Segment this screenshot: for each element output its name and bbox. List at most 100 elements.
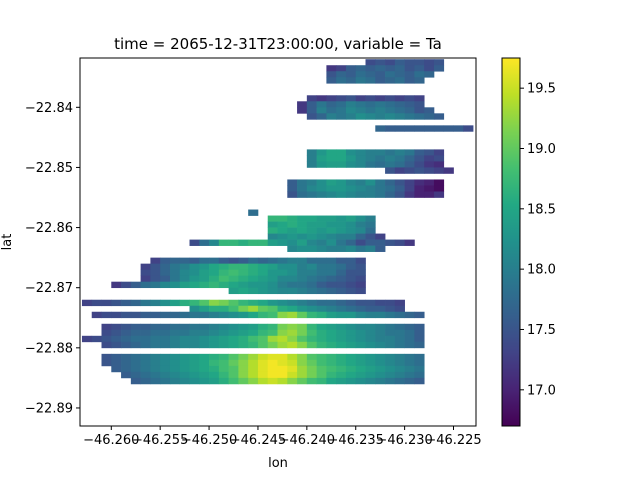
heatmap-cell [365, 377, 376, 385]
heatmap-cell [121, 335, 132, 343]
heatmap-cell [414, 311, 425, 319]
heatmap-cell [297, 359, 308, 367]
heatmap-cell [169, 299, 181, 307]
heatmap-cell [306, 281, 317, 289]
heatmap-cell [375, 233, 386, 240]
heatmap-cell [218, 359, 229, 367]
heatmap-cell [150, 269, 161, 277]
heatmap-cell [179, 335, 190, 343]
heatmap-cell [424, 179, 435, 186]
heatmap-cell [257, 323, 269, 331]
heatmap-cell [209, 371, 220, 379]
heatmap-cell [306, 215, 317, 222]
heatmap-cell [385, 341, 396, 349]
heatmap-cell [267, 275, 278, 283]
heatmap-cell [336, 101, 347, 108]
heatmap-cell [345, 239, 357, 246]
heatmap-cell [130, 365, 141, 373]
heatmap-cell [355, 113, 366, 120]
heatmap-cell [306, 101, 317, 108]
heatmap-cell [414, 101, 425, 108]
heatmap-cell [287, 377, 298, 385]
heatmap-cell [169, 281, 181, 289]
heatmap-cell [248, 209, 259, 216]
heatmap-cell [160, 371, 171, 379]
heatmap-cell [336, 305, 347, 313]
heatmap-cell [248, 263, 259, 271]
heatmap-cell [101, 341, 112, 349]
heatmap-cell [433, 125, 445, 132]
heatmap-cell [306, 329, 317, 337]
heatmap-cell [306, 239, 317, 246]
heatmap-cell [385, 311, 396, 319]
heatmap-cell [365, 101, 376, 108]
heatmap-cell [326, 179, 337, 186]
heatmap-cell [130, 281, 141, 289]
heatmap-cell [365, 113, 376, 120]
heatmap-cell [248, 239, 259, 246]
heatmap-cell [316, 191, 327, 198]
heatmap-cell [189, 275, 200, 283]
heatmap-cell [267, 305, 278, 313]
heatmap-cell [414, 65, 425, 72]
heatmap-cell [345, 101, 357, 108]
heatmap-cell [316, 263, 327, 271]
heatmap-cell [189, 353, 200, 361]
heatmap-cell [199, 281, 210, 289]
heatmap-cell [404, 335, 415, 343]
heatmap-cell [130, 377, 141, 385]
heatmap-cell [463, 125, 474, 132]
heatmap-cell [238, 365, 249, 373]
heatmap-cell [267, 257, 278, 264]
heatmap-cell [287, 371, 298, 379]
heatmap-cell [297, 329, 308, 337]
heatmap-cell [355, 299, 366, 307]
heatmap-cell [179, 281, 190, 289]
heatmap-cell [355, 77, 366, 84]
heatmap-cell [404, 239, 415, 246]
x-tick-label: −46.240 [279, 433, 335, 448]
heatmap-cell [199, 359, 210, 367]
heatmap-cell [345, 245, 357, 252]
heatmap-cell [228, 365, 239, 373]
heatmap-cell [375, 107, 386, 114]
heatmap-cell [345, 311, 357, 319]
heatmap-cell [424, 113, 435, 120]
heatmap-cell [345, 77, 357, 84]
heatmap-cell [297, 227, 308, 234]
heatmap-cell [238, 371, 249, 379]
heatmap-cell [375, 377, 386, 385]
heatmap-cell [355, 287, 366, 295]
heatmap-cell [287, 365, 298, 373]
heatmap-cell [316, 149, 327, 156]
heatmap-cell [404, 353, 415, 361]
heatmap-cell [326, 215, 337, 222]
heatmap-cell [218, 371, 229, 379]
heatmap-cell [433, 161, 445, 168]
heatmap-cell [365, 215, 376, 222]
heatmap-cell [385, 359, 396, 367]
heatmap-cell [336, 77, 347, 84]
heatmap-cell [414, 77, 425, 84]
heatmap-cell [297, 353, 308, 361]
colorbar-tick-label: 18.0 [527, 263, 556, 278]
heatmap-cell [336, 215, 347, 222]
heatmap-cell [336, 191, 347, 198]
heatmap-cell [355, 341, 366, 349]
heatmap-cell [355, 233, 366, 240]
heatmap-cell [424, 155, 435, 162]
heatmap-cell [394, 107, 405, 114]
heatmap-cell [257, 371, 269, 379]
heatmap-cell [130, 371, 141, 379]
heatmap-cell [277, 281, 288, 289]
heatmap-cell [355, 335, 366, 343]
heatmap-cell [336, 227, 347, 234]
heatmap-cell [179, 365, 190, 373]
heatmap-cell [238, 263, 249, 271]
heatmap-cell [394, 311, 405, 319]
heatmap-cell [365, 59, 376, 66]
heatmap-cell [101, 299, 112, 307]
heatmap-cell [394, 149, 405, 156]
heatmap-cell [355, 155, 366, 162]
heatmap-cell [326, 113, 337, 120]
